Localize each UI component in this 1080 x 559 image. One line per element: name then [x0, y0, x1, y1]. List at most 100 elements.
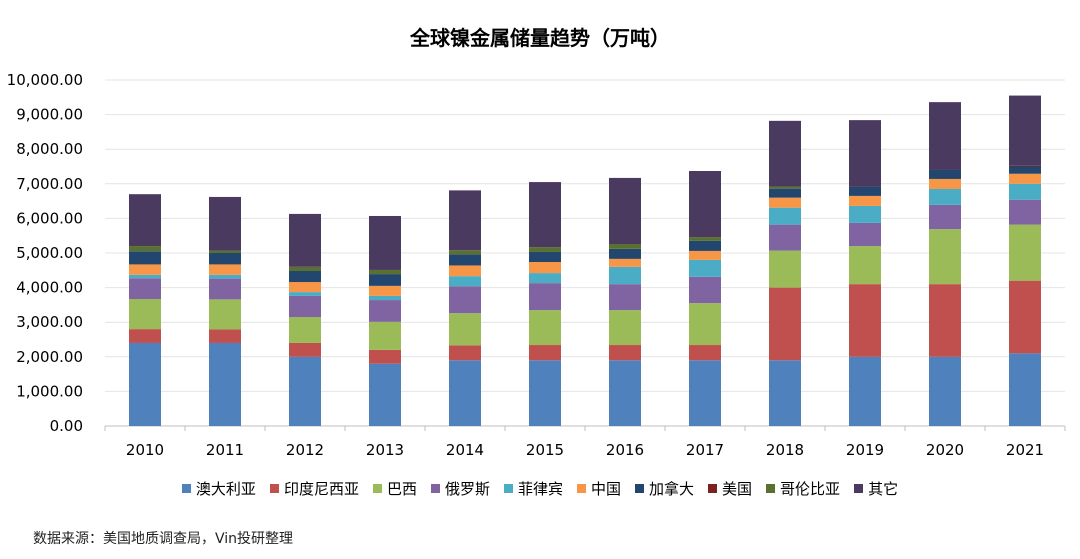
bar-segment-2015-1: [529, 345, 561, 361]
bar-segment-2017-5: [689, 250, 721, 260]
bar-segment-2011-3: [209, 278, 241, 300]
y-tick-label: 7,000.00: [16, 175, 83, 193]
x-tick-label: 2020: [926, 441, 964, 459]
legend-swatch: [503, 484, 513, 493]
legend-label: 美国: [722, 480, 753, 498]
legend-label: 澳大利亚: [195, 480, 256, 498]
legend-item: 加拿大: [635, 478, 694, 499]
bar-segment-2013-1: [369, 349, 401, 364]
legend-swatch: [635, 484, 645, 493]
bar-segment-2019-1: [849, 284, 881, 357]
x-tick-label: 2016: [606, 441, 644, 459]
bar-segment-2011-9: [209, 196, 241, 251]
bar-segment-2016-1: [609, 345, 641, 361]
bar-segment-2010-9: [129, 194, 161, 247]
bar-segment-2021-4: [1009, 183, 1041, 200]
bar-segment-2012-5: [289, 282, 321, 293]
bar-segment-2013-2: [369, 321, 401, 350]
x-tick-label: 2010: [126, 441, 164, 459]
bar-segment-2018-6: [769, 188, 801, 198]
bar-segment-2010-3: [129, 278, 161, 300]
bar-segment-2016-9: [609, 177, 641, 245]
bar-segment-2018-3: [769, 224, 801, 251]
x-tick-label: 2019: [846, 441, 884, 459]
bar-segment-2016-5: [609, 258, 641, 267]
bar-segment-2013-6: [369, 274, 401, 286]
y-tick-label: 9,000.00: [16, 106, 83, 124]
bar-segment-2014-2: [449, 313, 481, 346]
bar-segment-2012-8: [289, 266, 321, 271]
bar-segment-2010-5: [129, 264, 161, 275]
legend-item: 俄罗斯: [430, 478, 490, 499]
legend-swatch: [181, 484, 191, 493]
bar-segment-2016-8: [609, 244, 641, 249]
bar-segment-2017-6: [689, 240, 721, 251]
bar-segment-2014-1: [449, 345, 481, 361]
y-tick-label: 0.00: [50, 417, 83, 435]
bar-segment-2019-2: [849, 246, 881, 285]
bar-segment-2015-4: [529, 273, 561, 284]
bar-segment-2011-0: [209, 342, 241, 426]
bar-segment-2014-4: [449, 276, 481, 287]
x-tick-label: 2011: [206, 441, 244, 459]
bar-segment-2014-3: [449, 286, 481, 314]
legend-item: 其它: [854, 478, 898, 499]
bar-segment-2021-6: [1009, 166, 1041, 174]
bar-segment-2015-9: [529, 182, 561, 248]
legend-item: 印度尼西亚: [269, 478, 359, 499]
bar-segment-2011-5: [209, 264, 241, 275]
chart-title: 全球镍金属储量趋势（万吨）: [410, 26, 670, 50]
y-tick-label: 8,000.00: [16, 140, 83, 158]
bar-segment-2020-2: [929, 229, 961, 285]
bar-segment-2018-2: [769, 250, 801, 288]
bar-segment-2017-4: [689, 259, 721, 277]
bar-segment-2017-0: [689, 360, 721, 426]
bar-segment-2010-6: [129, 251, 161, 265]
bar-segment-2012-4: [289, 292, 321, 296]
y-tick-label: 4,000.00: [16, 279, 83, 297]
y-tick-label: 10,000.00: [7, 71, 83, 89]
x-tick-label: 2013: [366, 441, 404, 459]
x-tick-label: 2017: [686, 441, 724, 459]
legend-swatch: [430, 484, 440, 493]
source-note: 数据来源：美国地质调查局，Vin投研整理: [33, 531, 294, 547]
legend-item: 巴西: [372, 478, 417, 499]
bar-segment-2020-5: [929, 178, 961, 189]
bar-segment-2020-9: [929, 102, 961, 170]
bar-segment-2018-1: [769, 287, 801, 361]
bar-segment-2018-8: [769, 186, 801, 189]
bar-segment-2014-0: [449, 360, 481, 426]
bar-segment-2015-0: [529, 360, 561, 426]
legend-label: 中国: [591, 480, 622, 498]
x-tick-label: 2012: [286, 441, 324, 459]
bar-segment-2015-6: [529, 251, 561, 262]
bar-segment-2016-2: [609, 310, 641, 346]
stacked-bar-chart: 0.00 1,000.00 2,000.00 3,000.00 4,000.00 5,00…: [7, 71, 1066, 459]
bar-segment-2013-5: [369, 285, 401, 296]
bar-segment-2015-5: [529, 261, 561, 274]
bar-segment-2010-4: [129, 274, 161, 279]
bar-segment-2013-4: [369, 295, 401, 301]
bar-segment-2021-1: [1009, 280, 1041, 354]
bar-segment-2019-9: [849, 120, 881, 187]
legend-swatch: [577, 484, 586, 493]
bar-segment-2014-8: [449, 250, 481, 255]
bar-segment-2012-9: [289, 213, 321, 267]
bar-segment-2013-0: [369, 363, 401, 426]
legend-label: 加拿大: [649, 480, 695, 498]
bar-segment-2015-2: [529, 310, 561, 346]
legend-item: 哥伦比亚: [766, 478, 840, 499]
bar-segment-2020-3: [929, 204, 961, 230]
bar-segment-2013-8: [369, 269, 401, 275]
bar-segment-2013-3: [369, 300, 401, 322]
bar-segment-2019-4: [849, 205, 881, 223]
legend-label: 哥伦比亚: [780, 480, 841, 498]
bar-segment-2020-1: [929, 284, 961, 357]
bar-segment-2015-3: [529, 283, 561, 311]
bar-segment-2011-4: [209, 274, 241, 279]
bar-segment-2012-3: [289, 295, 321, 318]
bar-segment-2017-1: [689, 345, 721, 361]
x-tick-label: 2021: [1006, 441, 1044, 459]
bar-segment-2016-6: [609, 248, 641, 259]
bar-segment-2021-3: [1009, 199, 1041, 225]
